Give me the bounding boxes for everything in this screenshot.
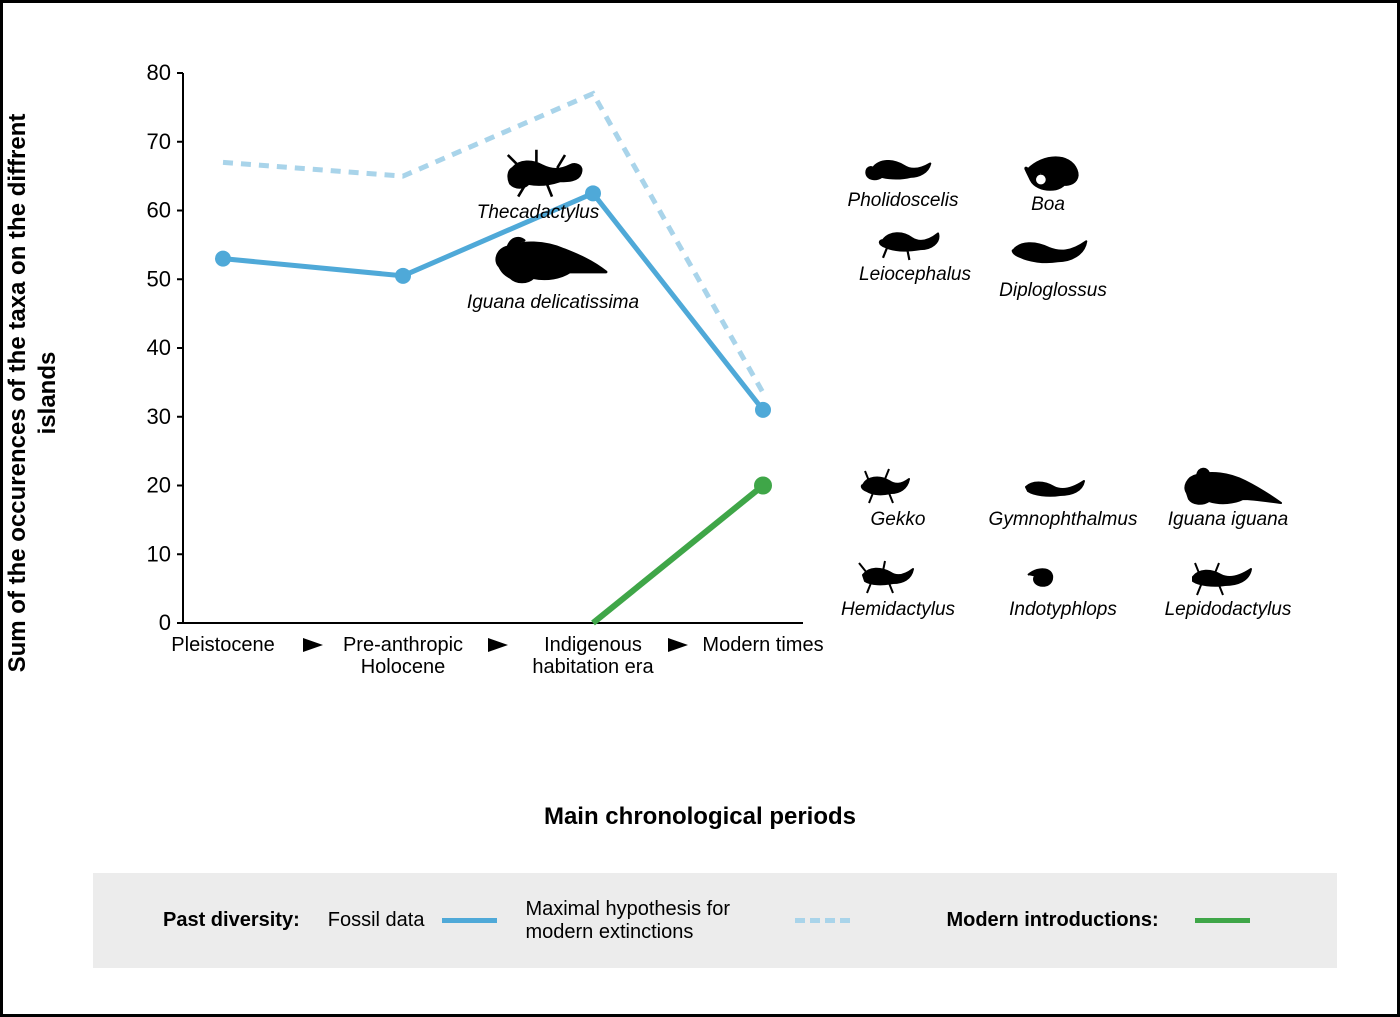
chart-svg: 0 10 20 30 40 50 60 70 80 Pleistocene Pre-anthropi…: [143, 63, 1303, 783]
svg-text:70: 70: [147, 129, 171, 154]
svg-text:40: 40: [147, 335, 171, 360]
legend: Past diversity: Fossil data Maximal hypo…: [93, 873, 1337, 968]
svg-text:Indotyphlops: Indotyphlops: [1009, 599, 1117, 620]
legend-item-maxhyp: Maximal hypothesis for modern extinction…: [525, 898, 850, 944]
legend-modern-intro-label: Modern introductions:: [946, 909, 1158, 932]
svg-text:Pleistocene: Pleistocene: [171, 634, 274, 656]
svg-text:30: 30: [147, 404, 171, 429]
legend-maxhyp-label: Maximal hypothesis for modern extinction…: [525, 898, 785, 944]
y-axis-title: Sum of the occurences of the taxa on the…: [3, 113, 63, 673]
svg-text:20: 20: [147, 473, 171, 498]
svg-text:80: 80: [147, 63, 171, 85]
x-axis-title: Main chronological periods: [3, 803, 1397, 831]
legend-modern-swatch: [1195, 918, 1250, 923]
svg-text:10: 10: [147, 541, 171, 566]
svg-text:Diploglossus: Diploglossus: [999, 280, 1107, 301]
legend-maxhyp-swatch: [795, 918, 850, 923]
svg-text:Hemidactylus: Hemidactylus: [841, 599, 956, 620]
svg-text:0: 0: [159, 610, 171, 635]
svg-text:Pholidoscelis: Pholidoscelis: [848, 190, 959, 211]
svg-text:Iguana delicatissima: Iguana delicatissima: [467, 292, 639, 313]
legend-fossil-label: Fossil data: [328, 909, 425, 932]
svg-text:Pre-anthropic: Pre-anthropic: [343, 634, 463, 656]
legend-fossil-swatch: [442, 918, 497, 923]
svg-text:Leiocephalus: Leiocephalus: [859, 264, 971, 285]
svg-text:Gekko: Gekko: [871, 509, 926, 530]
svg-text:Indigenous: Indigenous: [544, 634, 642, 656]
legend-past-diversity-label: Past diversity:: [163, 909, 300, 932]
svg-text:habitation era: habitation era: [532, 656, 654, 678]
svg-text:60: 60: [147, 198, 171, 223]
chart-frame: Sum of the occurences of the taxa on the…: [0, 0, 1400, 1017]
svg-text:Thecadactylus: Thecadactylus: [477, 202, 600, 223]
svg-text:Holocene: Holocene: [361, 656, 446, 678]
chart-plot-area: 0 10 20 30 40 50 60 70 80 Pleistocene Pre-anthropi…: [143, 63, 1303, 723]
legend-item-fossil: Fossil data: [328, 909, 498, 932]
svg-text:Modern times: Modern times: [702, 634, 823, 656]
svg-text:Iguana iguana: Iguana iguana: [1168, 509, 1288, 530]
svg-text:Gymnophthalmus: Gymnophthalmus: [989, 509, 1138, 530]
svg-text:Lepidodactylus: Lepidodactylus: [1165, 599, 1292, 620]
svg-text:50: 50: [147, 266, 171, 291]
svg-text:Boa: Boa: [1031, 194, 1065, 215]
